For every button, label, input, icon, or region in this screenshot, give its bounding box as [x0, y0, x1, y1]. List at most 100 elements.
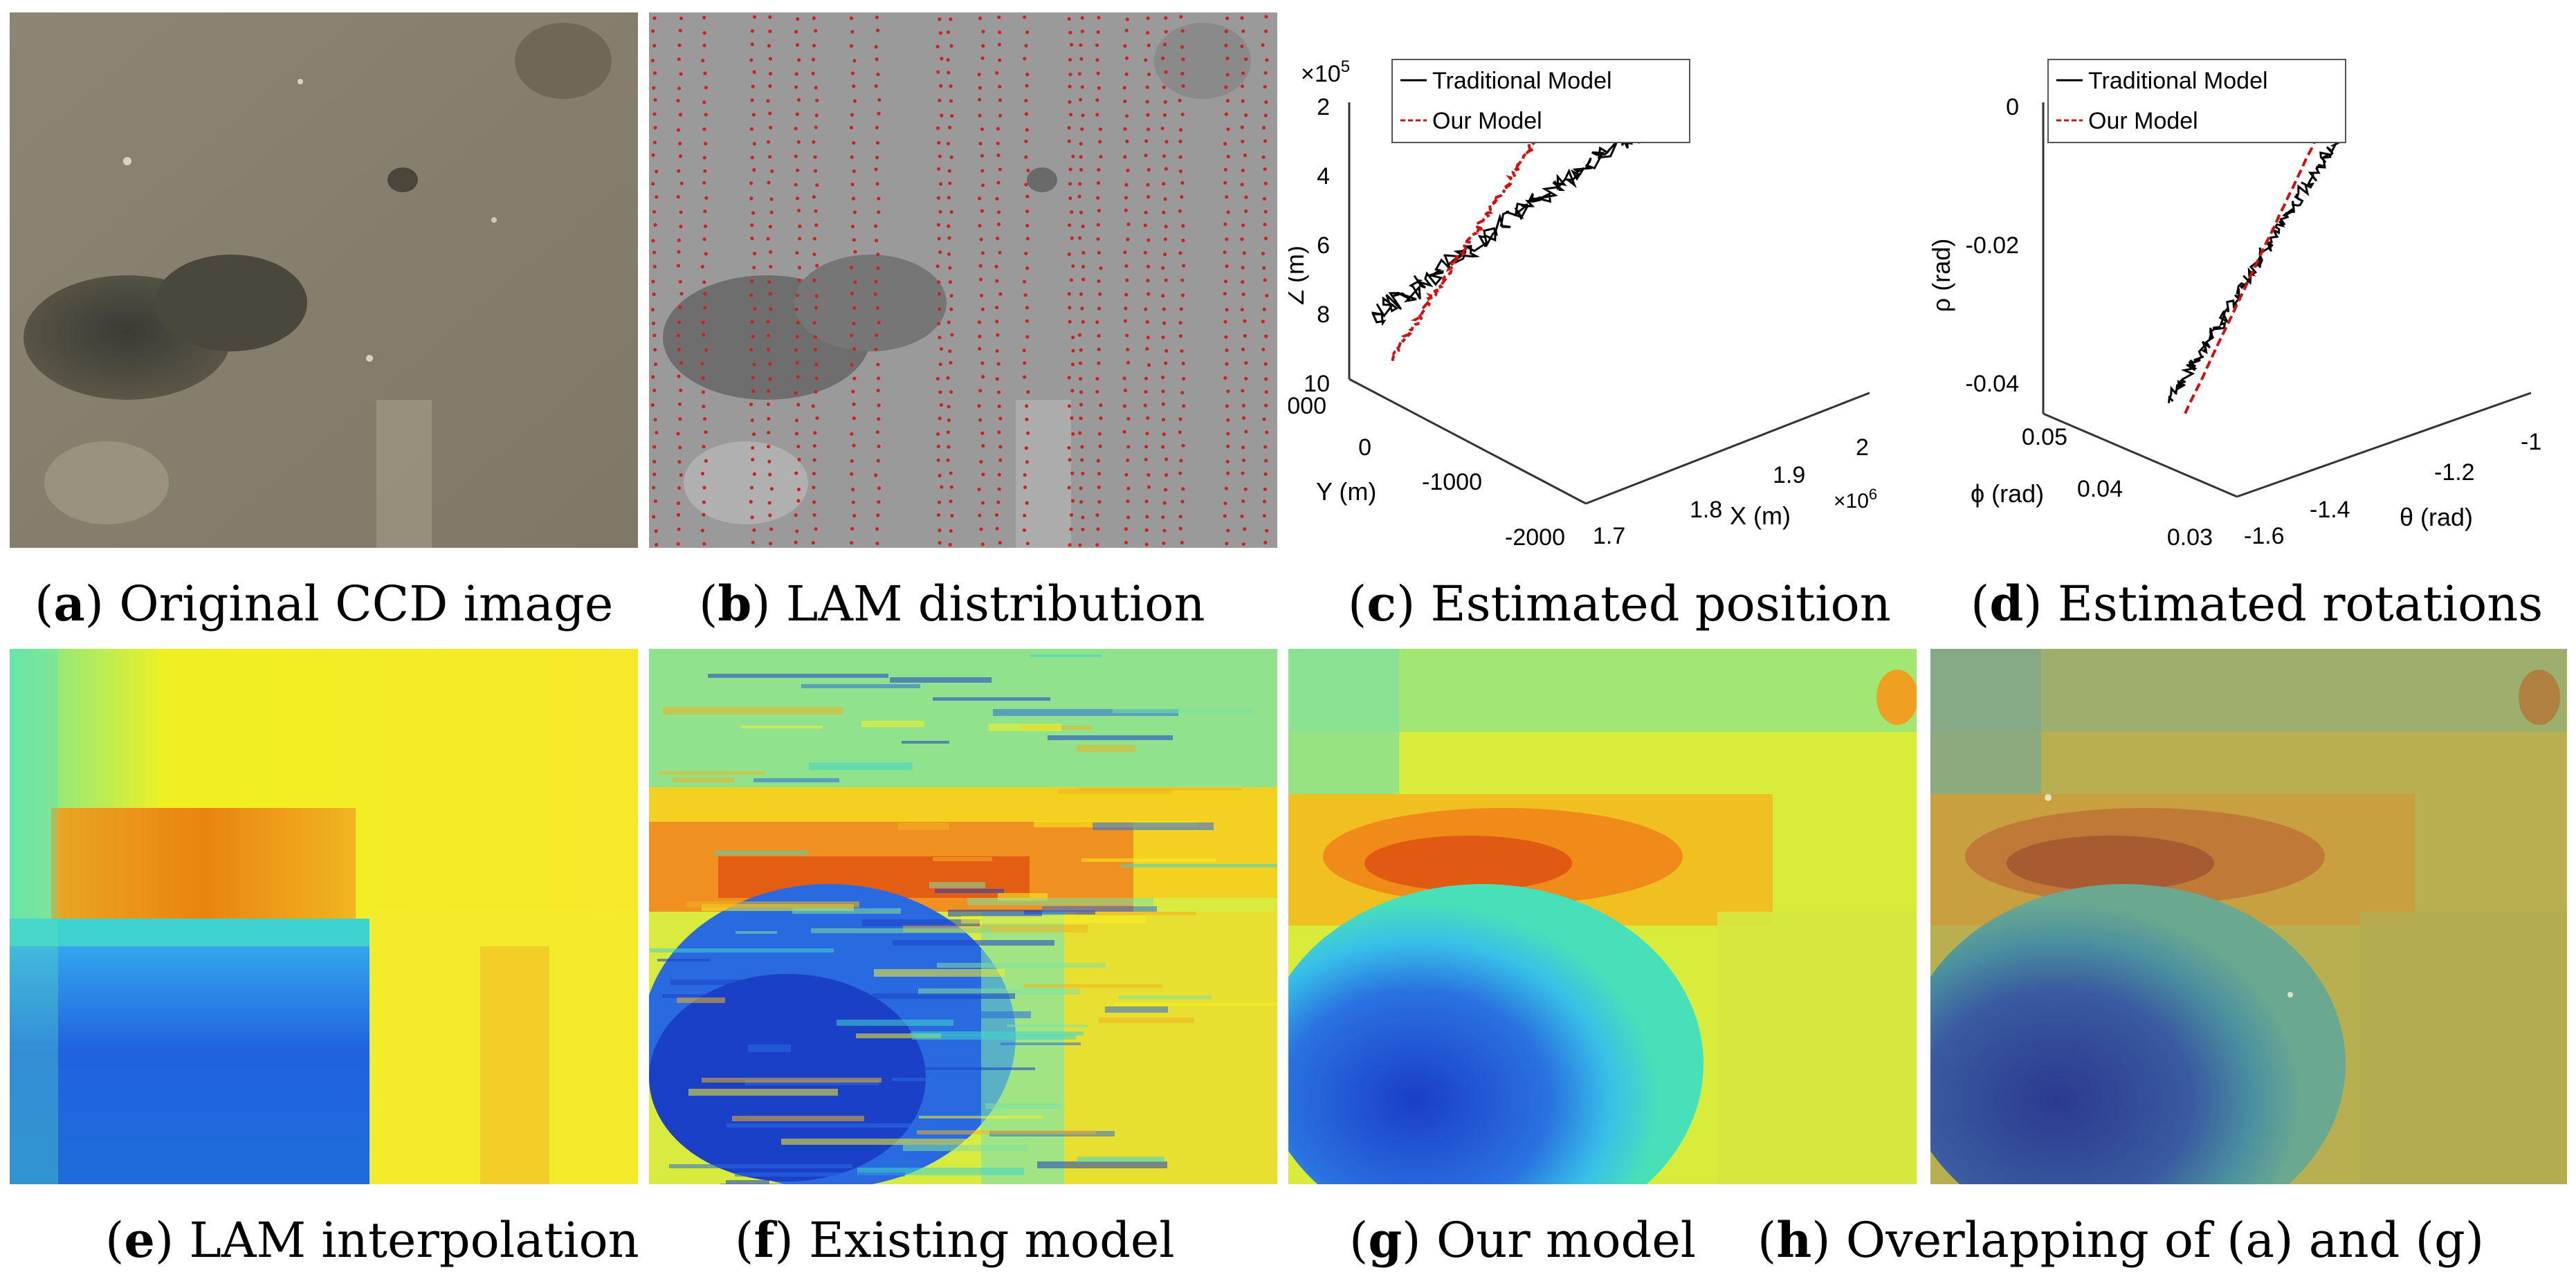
lam-dot — [1079, 403, 1084, 407]
existing-model-stripes — [650, 654, 1277, 1184]
lam-dot — [814, 376, 819, 380]
stripe — [673, 778, 734, 782]
lam-dot — [751, 84, 755, 89]
existing-model-map — [649, 649, 1277, 1184]
lam-dot — [1263, 71, 1268, 75]
lam-dot — [1096, 459, 1100, 463]
lam-dot — [947, 71, 951, 75]
lam-dot — [849, 16, 854, 20]
stripe — [663, 707, 843, 715]
lam-dot — [1224, 335, 1228, 339]
lam-dot — [947, 236, 951, 240]
lam-dot — [1180, 181, 1185, 185]
lam-dot — [655, 169, 659, 174]
stripe — [792, 908, 901, 914]
lam-dot — [677, 347, 681, 351]
lam-dot — [1163, 100, 1167, 104]
lam-dot — [702, 127, 706, 131]
lam-dot — [751, 457, 755, 461]
lam-dot — [937, 140, 941, 145]
lam-dot — [1079, 155, 1083, 159]
lam-dot — [1025, 319, 1029, 323]
lam-dot — [996, 210, 1001, 214]
lam-dot — [1144, 376, 1149, 380]
x-exponent: ×106 — [1834, 486, 1877, 513]
lam-dot — [978, 347, 982, 351]
stripe — [741, 726, 823, 728]
lam-dot — [1069, 527, 1073, 531]
lam-dot — [653, 98, 657, 102]
lam-dot — [1081, 527, 1085, 532]
lam-dot — [1023, 15, 1027, 19]
lam-dot — [1144, 58, 1148, 62]
lam-dot — [1025, 194, 1030, 199]
lam-dot — [651, 239, 655, 243]
lam-dot — [1263, 181, 1268, 185]
lam-dot — [1224, 112, 1228, 116]
lam-dot — [1125, 17, 1129, 21]
lam-dot — [751, 334, 755, 338]
lam-dot — [815, 98, 819, 102]
lam-dot — [812, 16, 816, 20]
lam-dot — [1265, 430, 1269, 434]
lam-dot — [1068, 167, 1072, 172]
lam-dot — [1067, 486, 1071, 490]
stripe — [1042, 906, 1157, 912]
lam-dot — [1180, 112, 1185, 117]
lam-dot — [978, 141, 983, 146]
lam-dot — [874, 347, 878, 351]
lam-dot — [852, 238, 856, 242]
lam-dot — [947, 320, 951, 324]
lam-dot — [769, 210, 774, 214]
lam-dot — [1026, 168, 1030, 173]
lam-dot — [997, 472, 1001, 477]
lam-dot — [704, 86, 709, 90]
lam-dot — [1124, 527, 1128, 531]
lam-dot — [1077, 72, 1081, 76]
lam-dot — [677, 402, 682, 407]
lam-dot — [850, 488, 855, 492]
lam-dot — [1098, 127, 1103, 131]
lam-dot — [1025, 84, 1029, 88]
lam-dot — [852, 141, 856, 145]
lam-dot — [1095, 376, 1099, 381]
lam-dot — [996, 127, 1001, 131]
lam-dot — [1241, 347, 1245, 351]
lam-dot — [849, 125, 853, 130]
stripe — [1058, 789, 1171, 794]
lam-dot — [1077, 194, 1081, 199]
lam-dot — [1163, 237, 1167, 241]
lam-dot — [1022, 528, 1026, 533]
lam-dot — [1179, 15, 1183, 19]
lam-dot — [875, 140, 880, 145]
lam-dot — [1243, 333, 1247, 338]
lam-dot — [978, 418, 983, 422]
stripe — [873, 993, 1015, 999]
lam-dot — [995, 377, 999, 381]
lam-dot — [1068, 112, 1073, 117]
stripe — [736, 931, 777, 934]
lam-dot — [1023, 472, 1027, 477]
lam-dot — [677, 43, 682, 48]
rho-tick-1: -0.02 — [1966, 232, 2020, 259]
lam-dot — [950, 513, 954, 518]
lam-dot — [677, 460, 682, 464]
lam-dot — [1078, 431, 1082, 435]
lam-dot — [1125, 139, 1129, 144]
lam-dot — [947, 196, 951, 200]
lam-dot — [850, 472, 854, 476]
lam-dot — [702, 31, 706, 35]
stripe — [937, 963, 1106, 968]
lam-dot — [812, 443, 816, 448]
lam-dot — [702, 333, 706, 337]
lam-dot — [978, 86, 983, 90]
lam-dot — [1097, 432, 1102, 436]
lam-dot — [1122, 376, 1126, 380]
lam-dot — [1095, 43, 1099, 47]
lam-dot — [1022, 279, 1027, 284]
lam-dot — [1126, 486, 1131, 490]
lam-dot — [1123, 319, 1127, 323]
lam-dot — [750, 515, 754, 519]
y-tick-3: -2000 — [1505, 524, 1565, 551]
lam-dot — [1079, 416, 1083, 421]
